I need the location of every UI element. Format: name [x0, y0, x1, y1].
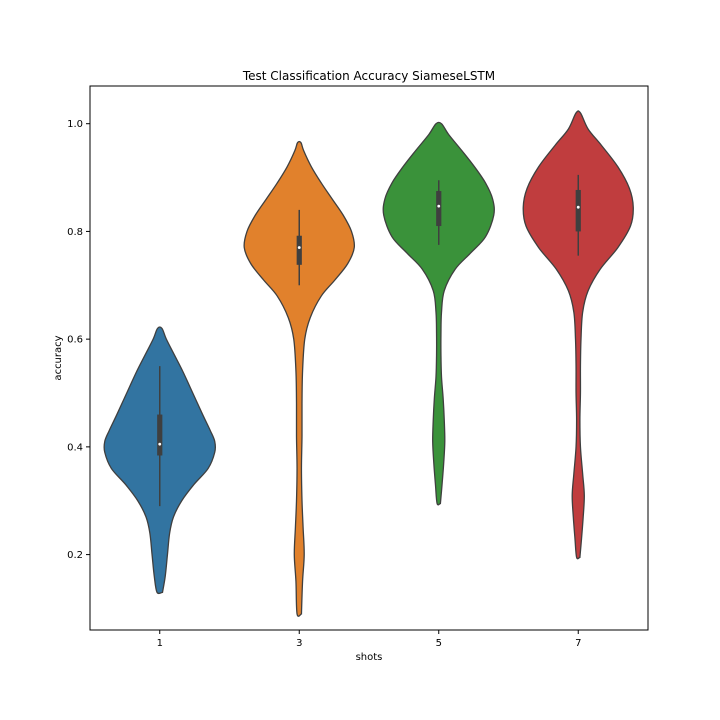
median-point-3 — [297, 246, 301, 249]
iqr-box-1 — [157, 414, 163, 456]
violin-body-3 — [243, 140, 356, 617]
plot-frame — [89, 85, 649, 631]
violin-body-7 — [522, 110, 634, 560]
y-tick-label: 0.4 — [67, 442, 83, 453]
x-tick-label-7: 7 — [575, 638, 581, 649]
y-tick-label: 0.8 — [67, 227, 83, 238]
y-tick-label: 0.6 — [67, 335, 83, 346]
violin-body-5 — [382, 121, 495, 506]
median-point-7 — [576, 205, 580, 209]
y-tick-label: 1.0 — [67, 119, 83, 130]
iqr-box-5 — [436, 191, 442, 227]
x-tick-label-3: 3 — [296, 638, 302, 649]
chart-title: Test Classification Accuracy SiameseLSTM — [242, 69, 495, 83]
iqr-box-7 — [575, 189, 581, 232]
x-tick-label-1: 1 — [157, 638, 163, 649]
median-point-5 — [437, 204, 441, 208]
axes: 1 3 5 7 0.2 0.4 0.6 0.8 1.0 — [67, 119, 581, 649]
median-point-1 — [158, 442, 162, 446]
plot-area — [103, 110, 634, 617]
y-axis-label: accuracy — [53, 335, 64, 380]
x-tick-label-5: 5 — [436, 638, 442, 649]
iqr-box-3 — [296, 235, 302, 265]
y-tick-label: 0.2 — [67, 550, 83, 561]
x-axis-label: shots — [356, 652, 383, 663]
